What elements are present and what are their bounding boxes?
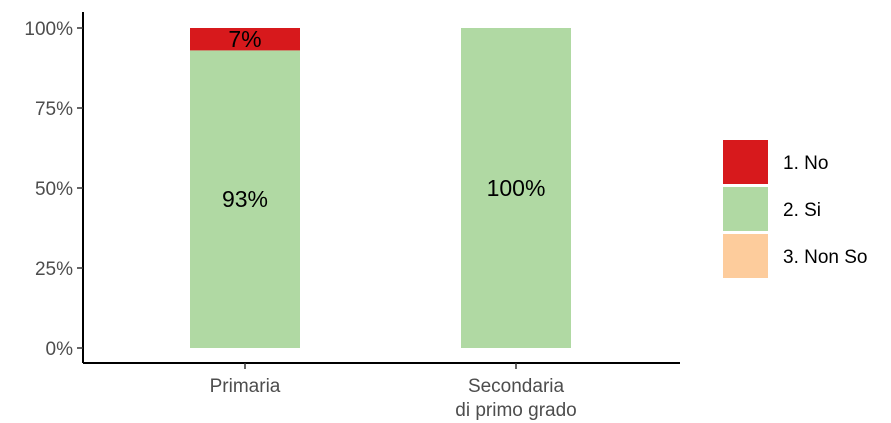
- y-axis: 0% 25% 50% 75% 100%: [24, 12, 84, 363]
- bar-value-label: 93%: [222, 186, 268, 212]
- bar-segment: [190, 28, 300, 51]
- y-tick-label: 50%: [35, 179, 73, 200]
- x-tick-label: di primo grado: [455, 400, 576, 421]
- y-tick-label: 25%: [35, 259, 73, 280]
- legend-label: 1. No: [783, 153, 828, 174]
- bars: [190, 28, 571, 349]
- y-tick-label: 0%: [46, 339, 74, 360]
- legend-key: [723, 234, 768, 278]
- y-tick-label: 100%: [24, 19, 73, 40]
- x-tick-label: Primaria: [210, 376, 281, 397]
- legend-key: [723, 140, 768, 184]
- x-tick-label: Secondaria: [468, 376, 565, 397]
- legend-key: [723, 187, 768, 231]
- bar-value-label: 7%: [228, 26, 261, 52]
- legend: 1. No 2. Si 3. Non So: [723, 140, 868, 278]
- y-tick-label: 75%: [35, 99, 73, 120]
- x-axis: Primaria Secondaria di primo grado: [83, 362, 680, 421]
- bar-segment: [190, 50, 300, 349]
- legend-label: 2. Si: [783, 200, 821, 221]
- legend-label: 3. Non So: [783, 247, 868, 268]
- bar-value-label: 100%: [487, 175, 546, 201]
- bar-segment: [461, 28, 571, 348]
- bar-labels: 7% 93% 100%: [222, 26, 545, 212]
